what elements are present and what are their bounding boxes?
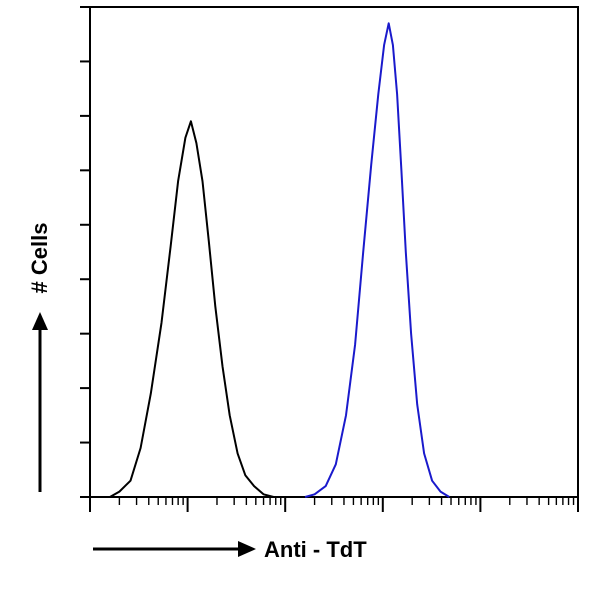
x-axis-arrow-head bbox=[238, 541, 256, 557]
x-axis-ticks bbox=[89, 497, 579, 512]
series-layer bbox=[109, 22, 450, 498]
y-axis-title: # Cells bbox=[27, 223, 52, 294]
y-axis-ticks bbox=[80, 6, 90, 498]
plot-frame bbox=[89, 6, 579, 498]
x-axis-title: Anti - TdT bbox=[264, 537, 367, 562]
y-axis-arrow-head bbox=[32, 312, 48, 330]
series-line-1 bbox=[109, 120, 274, 498]
series-line-2 bbox=[304, 22, 450, 498]
y-axis-title-group: # Cells bbox=[27, 223, 52, 492]
x-axis-title-group: Anti - TdT bbox=[93, 537, 367, 562]
